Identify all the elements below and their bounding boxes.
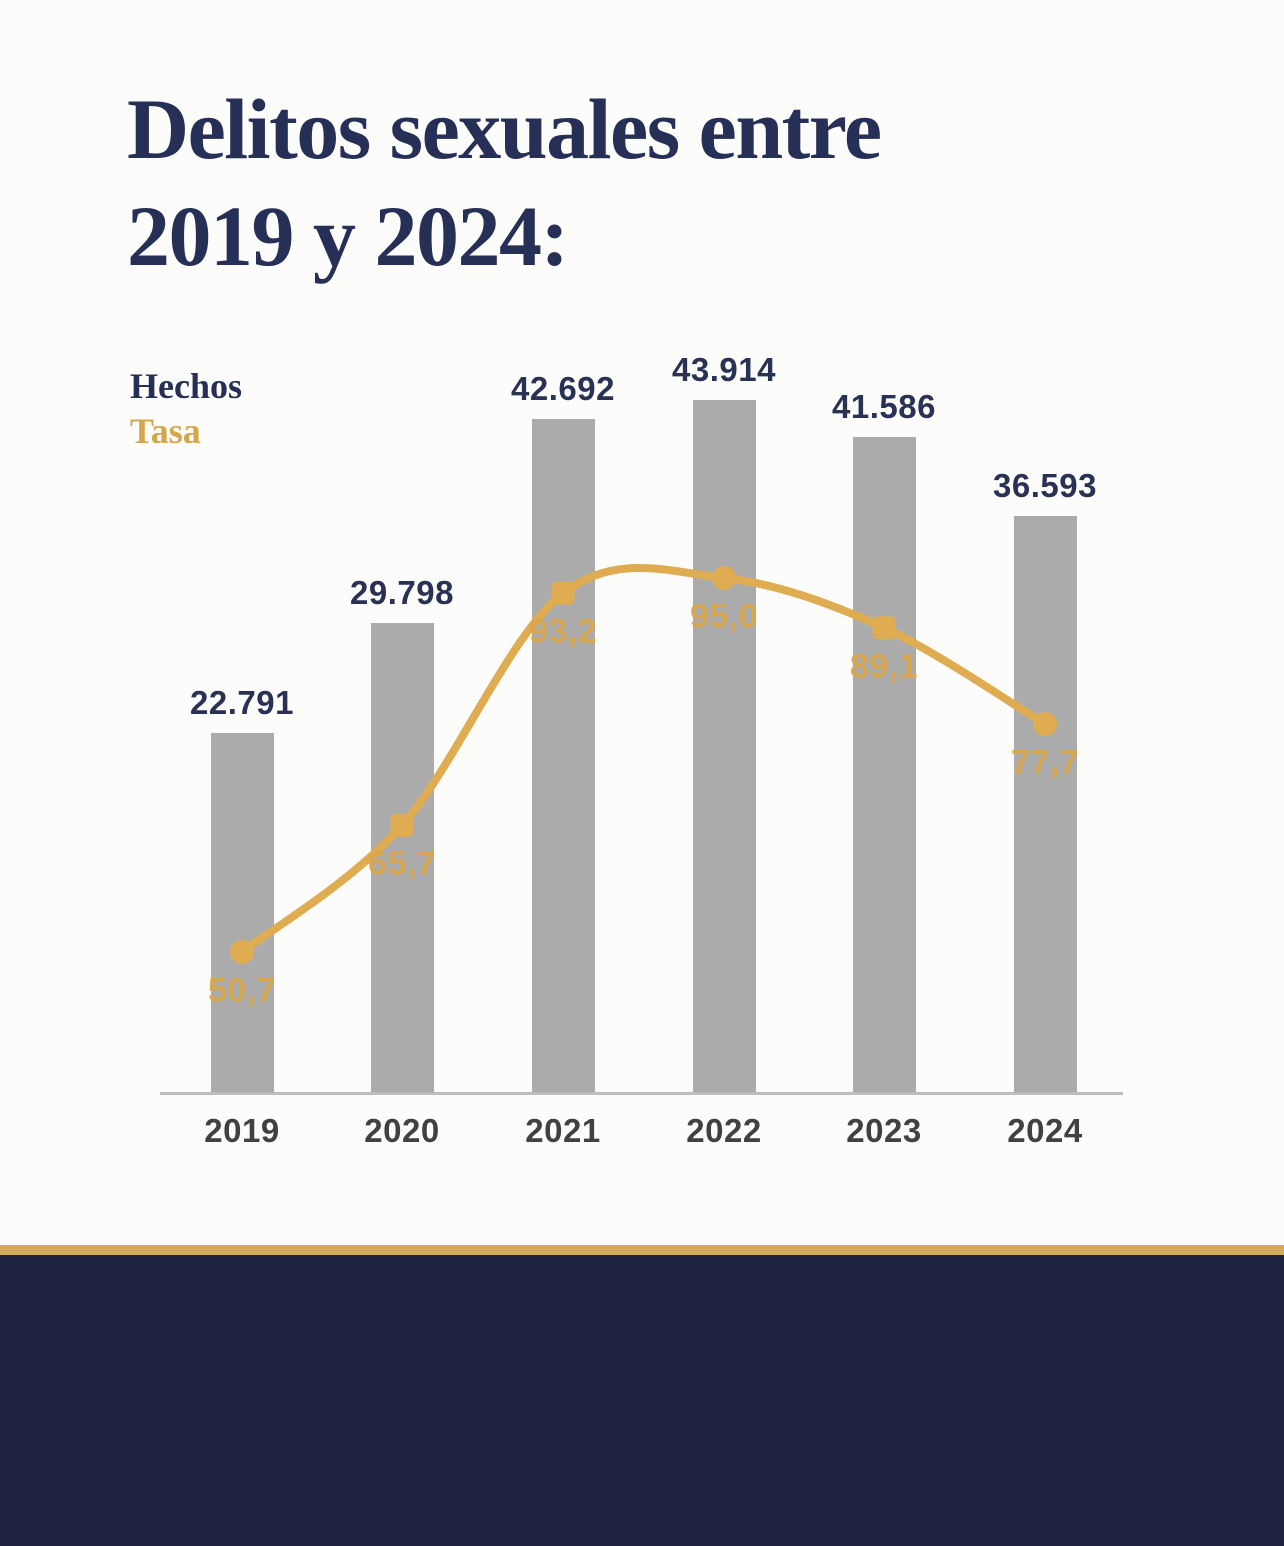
- bar-2022: [692, 400, 756, 1093]
- bar-2020: [370, 622, 434, 1093]
- bar-2021: [531, 419, 595, 1093]
- year-label-2021: 2021: [525, 1112, 601, 1149]
- bar-2024: [1013, 515, 1077, 1093]
- rate-value-label-2020: 65,7: [367, 844, 437, 883]
- bar-value-label-2022: 43.914: [672, 351, 776, 388]
- page-title-line-2: 2019 y 2024:: [127, 187, 569, 284]
- rate-marker-2020: [390, 813, 414, 837]
- page-title-line-1: Delitos sexuales entre: [127, 81, 882, 177]
- bar-value-label-2024: 36.593: [993, 466, 1097, 504]
- bar-2023: [852, 436, 916, 1093]
- bar-2019: [210, 733, 274, 1093]
- year-label-2023: 2023: [846, 1112, 922, 1149]
- gold-divider: [0, 1245, 1284, 1255]
- legend-item-hechos: Hechos: [130, 366, 242, 406]
- x-axis-line: [160, 1092, 1123, 1095]
- bar-value-label-2021: 42.692: [511, 370, 615, 408]
- year-label-2024: 2024: [1007, 1112, 1083, 1149]
- year-label-2022: 2022: [686, 1112, 762, 1149]
- rate-value-label-2023: 89,1: [849, 647, 919, 686]
- chart-legend: Hechos Tasa: [130, 364, 242, 455]
- rate-value-label-2024: 77,7: [1010, 743, 1080, 782]
- footer-band: [0, 1255, 1284, 1546]
- rate-value-label-2022: 95,0: [689, 597, 759, 636]
- year-label-2019: 2019: [204, 1112, 280, 1149]
- page-title: Delitos sexuales entre 2019 y 2024:: [127, 76, 1177, 289]
- rate-marker-2024: [1033, 712, 1057, 737]
- legend-item-tasa: Tasa: [130, 411, 201, 452]
- rate-value-label-2019: 50,7: [207, 971, 277, 1010]
- bar-value-label-2020: 29.798: [350, 573, 454, 611]
- rate-value-label-2021: 93,2: [528, 612, 598, 651]
- year-label-2020: 2020: [364, 1112, 440, 1149]
- tasa-line: [238, 564, 1049, 956]
- rate-marker-2022: [712, 566, 736, 591]
- bar-value-label-2023: 41.586: [832, 387, 936, 425]
- rate-marker-2019: [230, 940, 254, 965]
- rate-marker-2023: [872, 616, 896, 640]
- bar-value-label-2019: 22.791: [190, 684, 294, 722]
- rate-marker-2021: [551, 581, 575, 605]
